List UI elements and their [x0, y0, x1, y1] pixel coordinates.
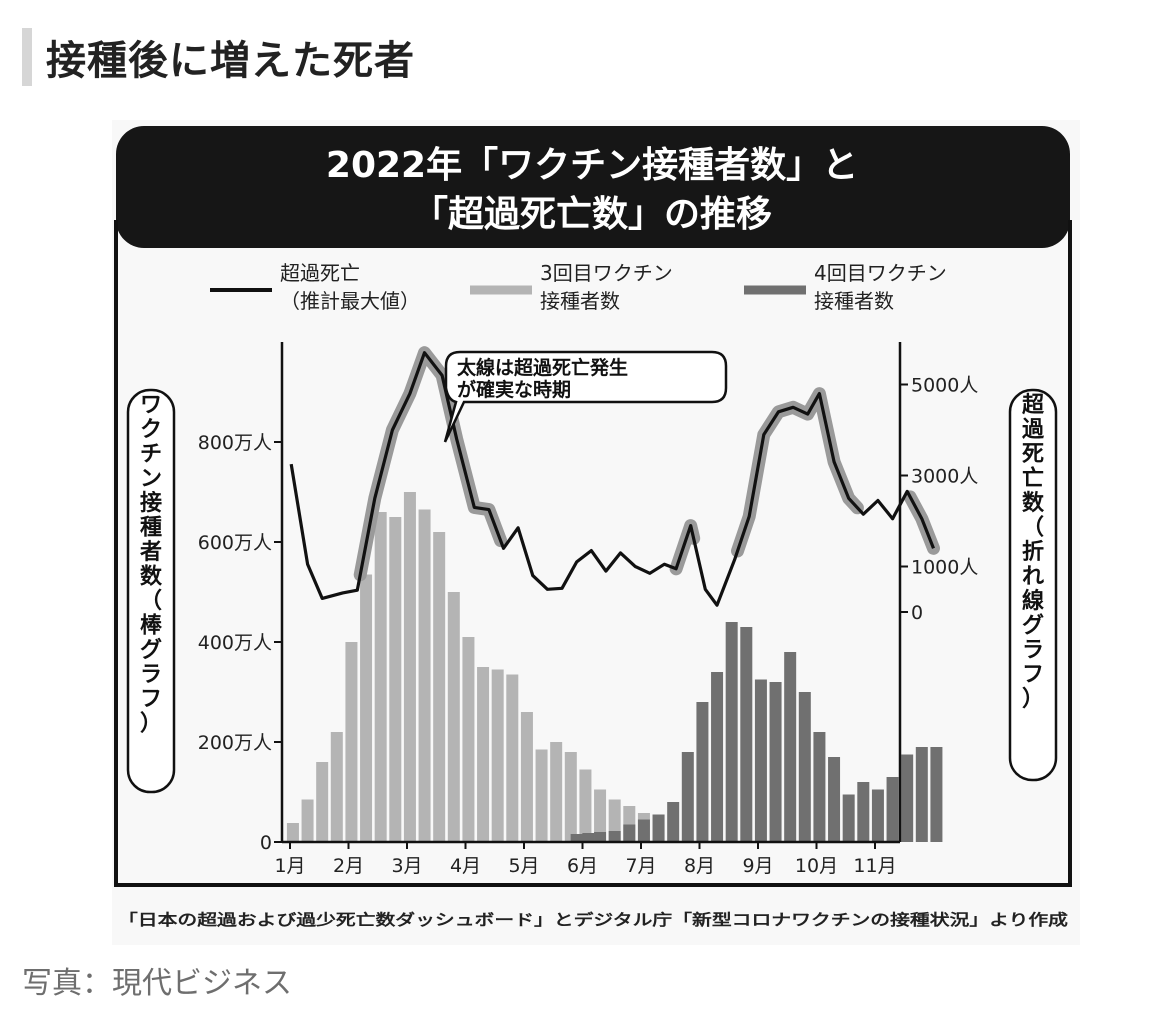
dose4-bar — [886, 777, 899, 842]
source-note: 「日本の超過および過少死亡数ダッシュボード」とデジタル庁「新型コロナワクチンの接… — [118, 910, 1069, 929]
left-axis-tick-label: 0 — [260, 832, 272, 854]
dose3-bar — [418, 509, 431, 842]
x-axis-tick-label: 4月 — [450, 855, 481, 877]
left-axis-tick-label: 200万人 — [198, 732, 272, 754]
heading-accent-bar — [22, 28, 32, 86]
dose4-bar — [871, 789, 884, 842]
annotation-bubble — [443, 350, 728, 443]
photo-credit: 写真：現代ビジネス — [22, 966, 292, 1001]
dose3-bars — [286, 492, 665, 842]
dose3-bar — [594, 789, 607, 842]
x-axis-tick-label: 2月 — [333, 855, 364, 877]
x-axis-tick-label: 6月 — [567, 855, 598, 877]
annotation-text-line1: 太線は超過死亡発生 — [457, 356, 628, 379]
dose3-bar — [403, 492, 416, 842]
x-axis-tick-label: 3月 — [391, 855, 422, 877]
right-axis-tick-label: 3000人 — [911, 466, 978, 488]
dose3-bar — [316, 762, 329, 842]
dose3-bar — [389, 517, 402, 842]
legend-line-label1: 超過死亡 — [280, 261, 360, 285]
dose4-bar — [842, 794, 855, 842]
left-axis-tick-label: 800万人 — [198, 432, 272, 454]
dose4-bar — [769, 682, 782, 842]
dose3-bar — [520, 712, 533, 842]
dose4-bar — [930, 747, 943, 842]
legend-dose3-label2: 接種者数 — [540, 289, 620, 313]
legend-dose4-label1: 4回目ワクチン — [814, 261, 947, 285]
dose3-bar — [301, 799, 314, 842]
heading-text: 接種後に増えた死者 — [46, 38, 415, 84]
dose4-bar — [915, 747, 928, 842]
left-axis-title: ワクチン接種者数（棒グラフ） — [139, 393, 163, 737]
dose4-bar — [901, 754, 914, 842]
dose4-bar — [711, 672, 724, 842]
dose4-bar — [857, 782, 870, 842]
article-heading: 接種後に増えた死者 — [22, 28, 415, 86]
dose4-bar — [608, 831, 621, 842]
chart-axes: 0 200万人 400万人 600万人 800万人 0 1000人 3000人 5000人 1月 2… — [198, 342, 978, 877]
right-axis-tick-label: 5000人 — [911, 375, 978, 397]
dose3-bar — [286, 823, 299, 842]
annotation-callout: 太線は超過死亡発生 が確実な時期 — [443, 350, 728, 443]
dose4-bar — [754, 679, 767, 842]
dose4-bar — [570, 834, 583, 842]
dose4-bar — [667, 802, 680, 842]
dose3-bar — [360, 574, 373, 842]
dose3-bar — [550, 742, 563, 842]
dose3-bar — [345, 642, 358, 842]
dose4-bar — [740, 627, 753, 842]
annotation-text-line2: が確実な時期 — [457, 378, 571, 401]
dose3-bar — [506, 674, 519, 842]
dose3-bar — [579, 769, 592, 842]
dose4-bar — [594, 832, 607, 842]
dose4-bar — [623, 824, 636, 842]
legend-line-label2: （推計最大値） — [280, 289, 420, 313]
dose3-bar — [433, 532, 446, 842]
legend-dose4-label2: 接種者数 — [814, 289, 894, 313]
chart-figure: 2022年「ワクチン接種者数」と 「超過死亡数」の推移 超過死亡 （推計最大値）… — [112, 120, 1080, 945]
chart-title-line1: 2022年「ワクチン接種者数」と — [326, 145, 858, 186]
dose3-bar — [447, 592, 460, 842]
dose4-bar — [637, 819, 650, 842]
x-axis-tick-label: 8月 — [684, 855, 715, 877]
title-banner — [116, 126, 1070, 248]
dose4-bar — [828, 757, 841, 842]
chart-frame — [114, 220, 1072, 887]
dose4-bar — [784, 652, 797, 842]
left-axis-tick-label: 400万人 — [198, 632, 272, 654]
dose4-bar — [652, 814, 665, 842]
dose4-bar — [725, 622, 738, 842]
dose4-bar — [696, 702, 709, 842]
dose4-bar — [681, 752, 694, 842]
left-axis-title-box — [126, 388, 176, 794]
chart-svg: 2022年「ワクチン接種者数」と 「超過死亡数」の推移 超過死亡 （推計最大値）… — [114, 126, 1072, 929]
x-axis-tick-label: 1月 — [274, 855, 305, 877]
excess-death-line — [289, 346, 940, 607]
x-axis-tick-label: 5月 — [508, 855, 539, 877]
x-axis-tick-label: 7月 — [625, 855, 656, 877]
dose3-bar — [330, 732, 343, 842]
dose3-bar — [491, 669, 504, 842]
dose3-bar — [374, 512, 387, 842]
excess-death-polyline — [289, 351, 935, 607]
right-axis-tick-label: 0 — [911, 602, 923, 624]
legend-dose3-label1: 3回目ワクチン — [540, 261, 673, 285]
x-axis-tick-label: 10月 — [795, 855, 838, 877]
dose3-bar — [535, 749, 548, 842]
dose3-bar — [462, 637, 475, 842]
dose4-bar — [582, 833, 595, 842]
chart-title-line2: 「超過死亡数」の推移 — [412, 194, 772, 235]
right-axis-title-box — [1008, 388, 1058, 782]
left-axis-tick-label: 600万人 — [198, 532, 272, 554]
right-axis-title: 超過死亡数（折れ線グラフ） — [1022, 393, 1045, 712]
dose4-bar — [813, 732, 826, 842]
dose3-bar — [477, 667, 490, 842]
right-axis-tick-label: 1000人 — [911, 557, 978, 579]
dose4-bar — [798, 692, 811, 842]
dose4-bars — [570, 622, 943, 842]
dose3-bar — [564, 752, 577, 842]
x-axis-tick-label: 9月 — [742, 855, 773, 877]
legend: 超過死亡 （推計最大値） 3回目ワクチン 接種者数 4回目ワクチン 接種者数 — [210, 261, 947, 313]
x-axis-tick-label: 11月 — [853, 855, 896, 877]
